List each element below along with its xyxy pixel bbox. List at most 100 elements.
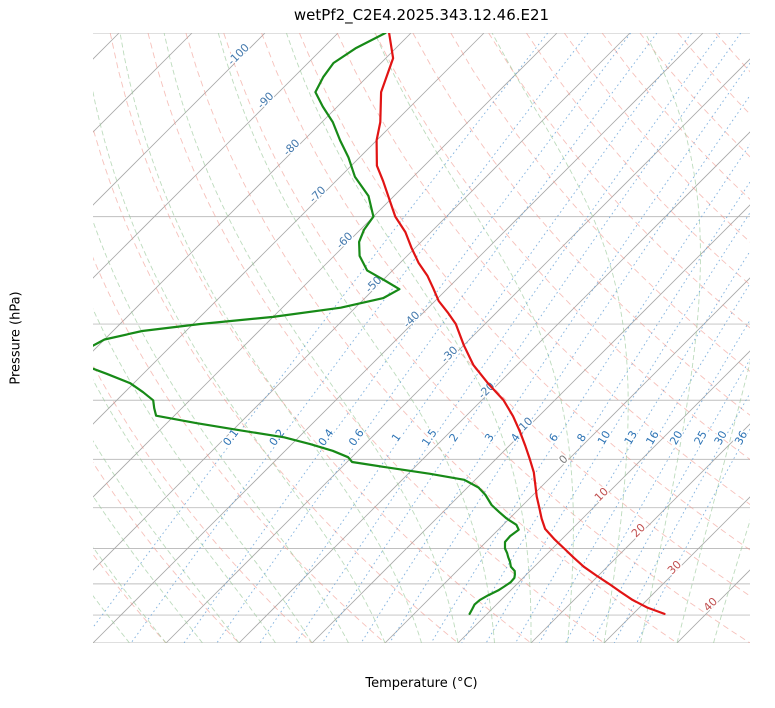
moist-adiabat — [93, 440, 240, 643]
moist-adiabats — [93, 33, 750, 643]
isotherm-label: 10 — [592, 485, 611, 504]
mixing-ratio-label: 16 — [643, 428, 661, 447]
isotherm-line — [165, 58, 750, 643]
chart-title: wetPf2_C2E4.2025.343.12.46.E21 — [293, 6, 550, 24]
isotherm-label: -30 — [439, 344, 461, 366]
mixing-ratio-line — [485, 211, 750, 643]
mixing-ratio-label: 2 — [447, 431, 462, 444]
moist-adiabat — [676, 360, 750, 643]
dry-adiabats — [93, 33, 775, 643]
mixing-ratio-line — [216, 33, 658, 643]
isotherm-label: 40 — [701, 595, 720, 614]
isotherm-label: 20 — [629, 521, 648, 540]
isotherm-line — [93, 33, 485, 425]
isotherm-line — [384, 277, 750, 643]
mixing-ratio-label: 1 — [389, 431, 404, 444]
dewpoint-curve — [93, 33, 520, 615]
dry-adiabat — [93, 461, 240, 643]
mixing-ratio-line — [295, 33, 721, 643]
y-axis-label: Pressure (hPa) — [8, 291, 24, 385]
isotherm-line — [93, 33, 412, 352]
dry-adiabat — [715, 33, 750, 73]
isotherm-line — [93, 33, 339, 279]
dry-adiabat — [488, 33, 750, 329]
dry-adiabat — [601, 33, 750, 200]
mixing-ratio-line — [515, 250, 750, 643]
dry-adiabat — [754, 33, 775, 643]
mixing-ratio-label: 6 — [546, 431, 561, 444]
isotherm-label: -60 — [334, 230, 356, 252]
mixing-ratio-label: 36 — [732, 429, 750, 448]
dry-adiabat — [93, 364, 313, 643]
dry-adiabat — [450, 33, 750, 372]
mixing-ratio-line — [259, 33, 692, 643]
mixing-ratio-label: 8 — [574, 431, 589, 444]
mixing-ratio-line — [130, 33, 589, 643]
isotherm-line — [311, 204, 750, 643]
moist-adiabat — [285, 33, 532, 643]
isotherm-line — [749, 642, 750, 643]
isotherm-line — [93, 33, 266, 206]
mixing-ratio-line — [461, 181, 750, 643]
dry-adiabat — [93, 126, 459, 643]
isotherm-line — [93, 33, 558, 498]
isotherm-label: -50 — [363, 274, 385, 296]
mixing-ratio-line — [591, 358, 750, 643]
moist-adiabat — [491, 33, 629, 643]
dry-adiabat — [185, 33, 678, 643]
isotherm-line — [93, 33, 631, 571]
dry-adiabat — [412, 33, 750, 416]
moist-adiabat — [374, 33, 574, 643]
isotherm-label: -100 — [225, 41, 252, 68]
dry-adiabat — [298, 33, 750, 551]
temperature-curve — [375, 33, 666, 615]
moist-adiabat — [93, 308, 313, 643]
dry-adiabat — [147, 33, 605, 643]
isotherm-label: -70 — [307, 184, 329, 206]
mixing-ratio-label: 25 — [692, 429, 710, 448]
dry-adiabat — [93, 256, 386, 643]
moist-adiabat — [163, 33, 459, 643]
mixing-ratio-line — [430, 143, 750, 643]
mixing-ratio-line — [565, 319, 750, 643]
isotherm-line — [603, 496, 750, 643]
moist-adiabat — [93, 89, 386, 643]
plot-area: -100-90-80-70-60-50-40-30-20-10010203040… — [93, 33, 775, 643]
mixing-ratio-line — [613, 392, 750, 643]
mixing-ratio-label: 13 — [622, 428, 640, 447]
dry-adiabat — [677, 33, 750, 115]
moist-adiabat — [93, 219, 349, 643]
dry-adiabat — [526, 33, 750, 286]
moist-adiabat — [217, 33, 495, 643]
isotherm-label: 0 — [556, 452, 570, 466]
isotherm-lines — [93, 33, 750, 643]
isotherm-line — [238, 131, 750, 643]
dry-adiabat — [336, 33, 750, 505]
mixing-ratio-lines — [93, 33, 750, 643]
mixing-ratio-label: 3 — [482, 431, 497, 444]
mixing-ratio-line — [360, 62, 750, 643]
mixing-ratio-line — [93, 33, 549, 629]
isotherm-line — [93, 33, 704, 643]
moist-adiabat — [713, 519, 750, 643]
isotherm-line — [530, 423, 750, 643]
isotherm-label: -40 — [401, 309, 423, 331]
mixing-ratio-line — [636, 428, 750, 643]
moist-adiabat — [93, 495, 203, 643]
dry-adiabat — [223, 33, 750, 643]
isotherm-line — [676, 569, 750, 643]
moist-adiabat — [640, 33, 701, 643]
mixing-ratio-line — [389, 94, 750, 643]
dry-adiabat — [374, 33, 750, 461]
mixing-ratio-label: 30 — [712, 429, 730, 448]
isotherm-label: 30 — [665, 558, 684, 577]
isotherm-label: -80 — [281, 137, 303, 159]
mixing-ratio-line — [322, 33, 742, 643]
dry-adiabat — [109, 33, 532, 643]
moist-adiabat — [93, 379, 276, 643]
dry-adiabat — [261, 33, 750, 597]
mixing-ratio-label: 0.4 — [316, 427, 337, 449]
